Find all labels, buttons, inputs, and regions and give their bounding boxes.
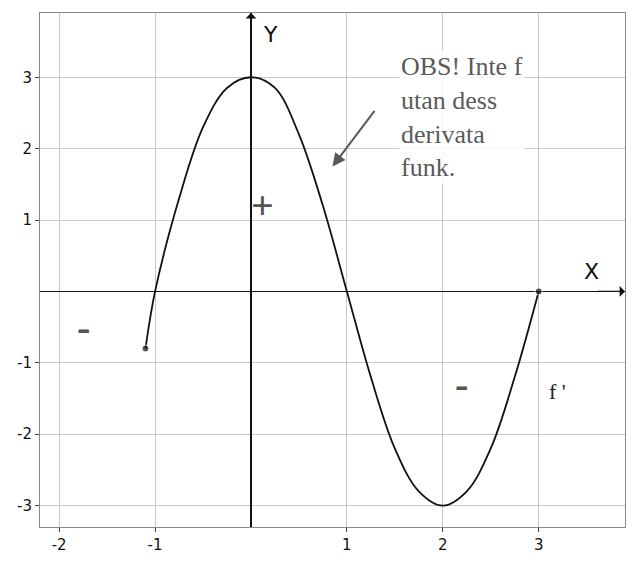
svg-text:-2: -2: [52, 536, 67, 554]
svg-text:2: 2: [22, 140, 32, 158]
svg-text:+: +: [251, 183, 274, 228]
svg-text:-1: -1: [148, 536, 163, 554]
svg-text:3: 3: [22, 69, 32, 87]
svg-text:-1: -1: [17, 354, 32, 372]
svg-text:1: 1: [342, 536, 352, 554]
svg-text:-: -: [455, 362, 468, 407]
svg-text:-2: -2: [17, 425, 32, 443]
svg-text:2: 2: [438, 536, 448, 554]
svg-text:-3: -3: [17, 497, 32, 515]
svg-text:1: 1: [22, 211, 32, 229]
svg-text:f ': f ': [549, 379, 566, 404]
svg-text:Y: Y: [263, 22, 278, 47]
svg-text:-: -: [77, 305, 90, 350]
svg-text:X: X: [584, 259, 599, 284]
svg-text:OBS! Inte futan dessderivatafu: OBS! Inte futan dessderivatafunk.: [401, 52, 523, 182]
svg-text:3: 3: [534, 536, 544, 554]
